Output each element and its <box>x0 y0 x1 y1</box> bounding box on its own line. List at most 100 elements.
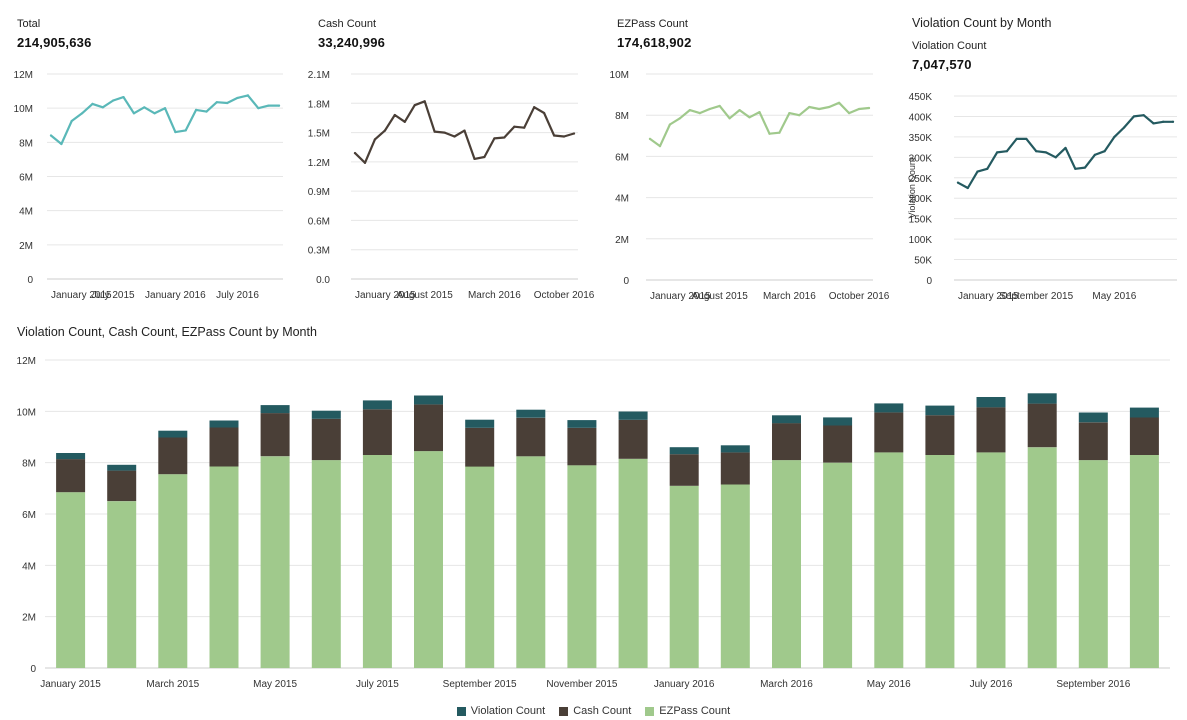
ezpass-bar-segment <box>107 501 137 668</box>
data-point <box>1025 137 1028 141</box>
y-tick-label: 400K <box>909 112 933 123</box>
x-tick-label: January 2015 <box>958 291 1019 302</box>
data-point <box>393 113 396 117</box>
cash-bar-segment <box>1129 417 1159 455</box>
data-point <box>1132 115 1136 118</box>
data-point <box>143 106 146 109</box>
x-tick-label: August 2015 <box>692 291 749 302</box>
data-point <box>678 117 681 120</box>
x-tick-label: March 2015 <box>146 679 199 690</box>
cash-bar-segment <box>925 415 955 455</box>
x-tick-label: July 2015 <box>92 290 135 301</box>
violation-bar-segment <box>56 453 86 460</box>
data-point <box>857 107 861 111</box>
data-point <box>788 112 791 115</box>
data-point <box>163 107 167 110</box>
ezpass-bar-segment <box>465 466 495 668</box>
data-point <box>503 136 506 139</box>
cash-bar-segment <box>209 427 239 467</box>
ezpass-bar-segment <box>260 456 290 669</box>
data-point <box>1162 120 1165 123</box>
ezpass-count-value: 174,618,902 <box>617 35 692 50</box>
data-point <box>483 155 486 159</box>
cash-bar-segment <box>669 454 699 486</box>
x-tick-label: January 2015 <box>650 291 711 302</box>
violation-bar-segment <box>567 420 597 428</box>
legend-item-violation[interactable]: Violation Count <box>456 705 546 717</box>
data-point <box>1083 166 1087 169</box>
data-point <box>80 112 84 115</box>
data-point <box>1093 153 1096 156</box>
ezpass-bar-segment <box>976 452 1006 668</box>
y-tick-label: 4M <box>615 194 629 205</box>
data-point <box>1103 150 1106 153</box>
x-tick-label: October 2016 <box>829 291 890 302</box>
data-point <box>1074 167 1077 170</box>
data-point <box>174 130 177 134</box>
data-point <box>1054 156 1057 159</box>
cash-bar-segment <box>567 427 597 466</box>
violation-bar-segment <box>209 420 239 428</box>
legend-label-violation: Violation Count <box>470 705 546 717</box>
total-series-line <box>49 94 281 146</box>
ezpass-bar-segment <box>618 458 648 668</box>
cash-bar-segment <box>362 409 392 455</box>
data-point <box>572 132 576 135</box>
data-point <box>513 125 516 128</box>
y-tick-label: 200K <box>909 194 933 205</box>
data-point <box>112 99 115 102</box>
data-point <box>778 131 781 134</box>
y-tick-label: 0.9M <box>308 187 330 198</box>
cash-bar-segment <box>874 412 904 453</box>
violation-bar-segment <box>618 411 648 420</box>
data-point <box>101 106 104 109</box>
cash-bar-segment <box>465 427 495 467</box>
violation-bar-segment <box>158 430 188 438</box>
violation-count-line-chart: 0 50K 100K 150K 200K 250K 300K 350K 400K 450K Janu… <box>907 92 1177 302</box>
data-point <box>463 129 466 132</box>
ezpass-bar-segment <box>1078 460 1108 668</box>
y-tick-label: 0 <box>926 276 932 287</box>
y-tick-label: 0 <box>30 664 36 675</box>
cash-count-value: 33,240,996 <box>318 35 386 50</box>
data-point <box>91 102 94 105</box>
data-point <box>1142 114 1145 117</box>
stacked-chart-title: Violation Count, Cash Count, EZPass Coun… <box>17 325 317 339</box>
legend-item-ezpass[interactable]: EZPass Count <box>645 705 730 717</box>
data-point <box>383 129 386 132</box>
violation-bar-segment <box>107 464 137 471</box>
ezpass-bar-segment <box>772 460 801 668</box>
stacked-bar-chart: 0 2M 4M 6M 8M 10M 12M January 2015 March 2015 May… <box>17 356 1170 690</box>
data-point <box>838 101 841 104</box>
violation-bar-segment <box>1129 407 1159 418</box>
data-point <box>552 134 556 137</box>
violation-bar-segment <box>720 445 750 453</box>
data-point <box>698 112 701 115</box>
ezpass-bar-segment <box>823 462 853 668</box>
violation-bar-segment <box>1027 393 1057 404</box>
data-point <box>1005 150 1008 153</box>
violation-bar-segment <box>874 403 904 413</box>
y-tick-label: 8M <box>19 138 33 149</box>
violation-bar-segment <box>976 397 1006 408</box>
violation-count-label: Violation Count <box>912 40 987 52</box>
y-tick-label: 4M <box>22 561 36 572</box>
data-point <box>473 157 476 161</box>
y-tick-label: 2.1M <box>308 70 330 81</box>
x-tick-label: July 2015 <box>356 679 399 690</box>
ezpass-bar-segment <box>362 455 392 668</box>
x-tick-label: March 2016 <box>760 679 813 690</box>
cash-bar-segment <box>516 417 546 457</box>
data-point <box>184 129 187 132</box>
legend-item-cash[interactable]: Cash Count <box>559 705 631 717</box>
y-tick-label: 8M <box>615 111 629 122</box>
x-tick-label: July 2016 <box>216 290 259 301</box>
x-tick-label: March 2016 <box>763 291 816 302</box>
ezpass-count-label: EZPass Count <box>617 18 688 30</box>
y-tick-label: 2M <box>615 235 629 246</box>
y-tick-label: 0.0 <box>316 275 330 286</box>
data-point <box>708 107 711 111</box>
data-point <box>847 112 851 115</box>
